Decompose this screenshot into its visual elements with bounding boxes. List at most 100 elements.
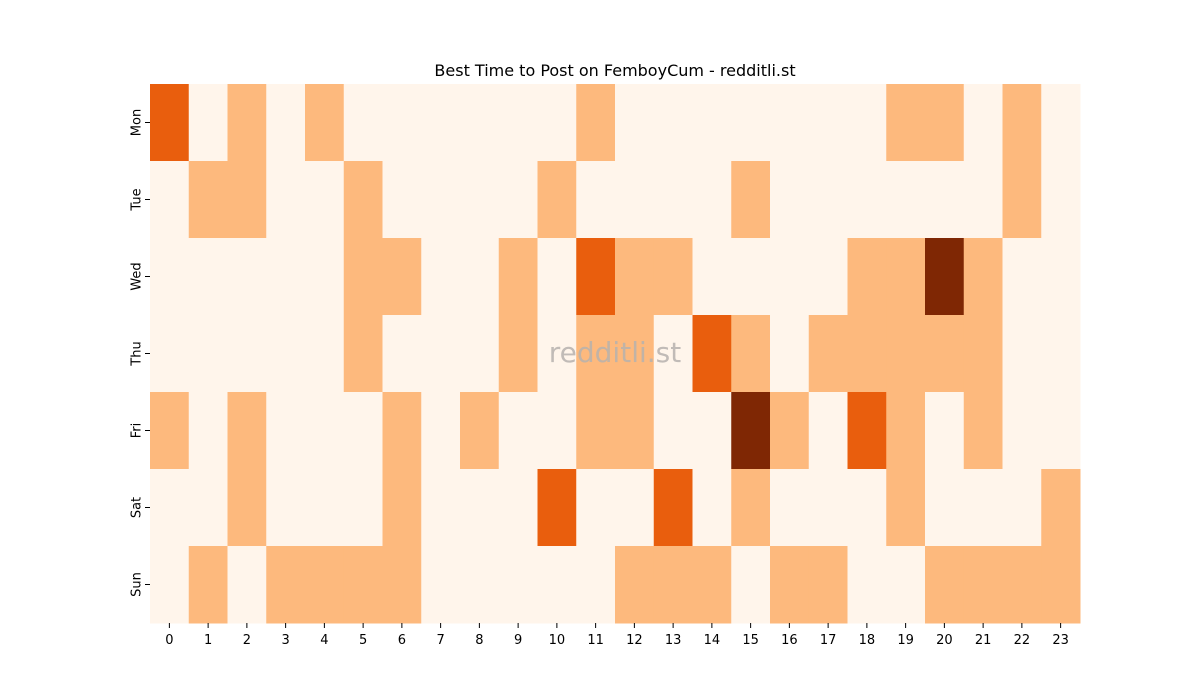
heatmap-cell-sat-2 — [227, 469, 267, 547]
heatmap-cell-fri-21 — [963, 392, 1003, 470]
heatmap-cell-tue-10 — [537, 161, 577, 239]
heatmap-cell-mon-3 — [266, 84, 306, 162]
heatmap-cell-fri-16 — [770, 392, 810, 470]
heatmap-cell-thu-19 — [886, 315, 926, 393]
heatmap-cell-sat-21 — [963, 469, 1003, 547]
x-tick-label: 22 — [1014, 633, 1031, 648]
heatmap-cell-wed-0 — [150, 238, 190, 316]
heatmap-cell-sat-20 — [925, 469, 965, 547]
heatmap-cell-sat-14 — [692, 469, 732, 547]
heatmap-cell-sat-9 — [498, 469, 538, 547]
y-tick-label: Fri — [130, 423, 145, 439]
heatmap-cell-wed-3 — [266, 238, 306, 316]
heatmap-cell-thu-1 — [188, 315, 228, 393]
heatmap-cell-thu-13 — [653, 315, 693, 393]
heatmap-cell-thu-9 — [498, 315, 538, 393]
heatmap-cell-wed-17 — [808, 238, 848, 316]
y-tick-label: Thu — [130, 341, 145, 366]
heatmap-cell-thu-22 — [1002, 315, 1042, 393]
heatmap-cell-sat-12 — [615, 469, 655, 547]
heatmap-cell-mon-0 — [150, 84, 190, 162]
x-tick-label: 1 — [204, 633, 212, 648]
heatmap-cell-thu-7 — [421, 315, 461, 393]
heatmap-cell-tue-3 — [266, 161, 306, 239]
x-tick-label: 23 — [1052, 633, 1069, 648]
heatmap-cell-sun-6 — [382, 546, 422, 624]
heatmap-cell-tue-5 — [343, 161, 383, 239]
heatmap-cell-wed-12 — [615, 238, 655, 316]
heatmap-cell-sat-4 — [305, 469, 345, 547]
heatmap-cell-tue-16 — [770, 161, 810, 239]
heatmap-cell-wed-18 — [847, 238, 887, 316]
heatmap-cell-tue-14 — [692, 161, 732, 239]
heatmap-cell-fri-18 — [847, 392, 887, 470]
heatmap-cell-fri-6 — [382, 392, 422, 470]
heatmap-cell-sat-17 — [808, 469, 848, 547]
heatmap-cell-thu-14 — [692, 315, 732, 393]
heatmap-cell-sun-16 — [770, 546, 810, 624]
heatmap-cell-sat-0 — [150, 469, 190, 547]
heatmap-cell-wed-11 — [576, 238, 616, 316]
heatmap-cell-sun-3 — [266, 546, 306, 624]
x-tick-label: 14 — [704, 633, 721, 648]
heatmap-cell-tue-23 — [1041, 161, 1081, 239]
heatmap-cell-mon-10 — [537, 84, 577, 162]
heatmap-cell-wed-21 — [963, 238, 1003, 316]
heatmap-cell-thu-5 — [343, 315, 383, 393]
heatmap-cell-fri-11 — [576, 392, 616, 470]
x-tick-label: 21 — [975, 633, 992, 648]
heatmap-cell-fri-4 — [305, 392, 345, 470]
heatmap-cell-mon-2 — [227, 84, 267, 162]
heatmap-cell-sat-22 — [1002, 469, 1042, 547]
heatmap-cell-tue-8 — [460, 161, 500, 239]
heatmap-cell-wed-23 — [1041, 238, 1081, 316]
heatmap-cell-sat-10 — [537, 469, 577, 547]
heatmap-cell-wed-6 — [382, 238, 422, 316]
heatmap-cell-wed-13 — [653, 238, 693, 316]
heatmap-cell-thu-11 — [576, 315, 616, 393]
heatmap-cell-tue-20 — [925, 161, 965, 239]
heatmap-cell-mon-16 — [770, 84, 810, 162]
heatmap-cell-sat-16 — [770, 469, 810, 547]
heatmap-cell-sat-1 — [188, 469, 228, 547]
x-tick-label: 12 — [626, 633, 643, 648]
heatmap-cell-mon-9 — [498, 84, 538, 162]
heatmap-cell-sun-9 — [498, 546, 538, 624]
heatmap-cell-sun-22 — [1002, 546, 1042, 624]
x-tick-label: 7 — [436, 633, 444, 648]
heatmap-cell-tue-22 — [1002, 161, 1042, 239]
heatmap-cell-thu-17 — [808, 315, 848, 393]
x-tick-label: 13 — [665, 633, 682, 648]
heatmap-cell-sat-11 — [576, 469, 616, 547]
heatmap-cell-fri-7 — [421, 392, 461, 470]
heatmap-cell-thu-16 — [770, 315, 810, 393]
heatmap-cell-sat-19 — [886, 469, 926, 547]
heatmap-cell-thu-15 — [731, 315, 771, 393]
heatmap-cell-fri-23 — [1041, 392, 1081, 470]
x-tick-label: 8 — [475, 633, 483, 648]
heatmap-cell-tue-1 — [188, 161, 228, 239]
heatmap-cell-fri-22 — [1002, 392, 1042, 470]
heatmap-cell-sat-13 — [653, 469, 693, 547]
heatmap-cell-sun-8 — [460, 546, 500, 624]
heatmap-cell-mon-4 — [305, 84, 345, 162]
heatmap-cell-tue-0 — [150, 161, 190, 239]
heatmap-cell-thu-6 — [382, 315, 422, 393]
heatmap-cell-wed-15 — [731, 238, 771, 316]
heatmap-cell-tue-15 — [731, 161, 771, 239]
heatmap-cell-sun-18 — [847, 546, 887, 624]
heatmap-cell-sun-4 — [305, 546, 345, 624]
heatmap-cell-fri-13 — [653, 392, 693, 470]
heatmap-cell-thu-4 — [305, 315, 345, 393]
heatmap-cell-sun-19 — [886, 546, 926, 624]
heatmap-cell-thu-10 — [537, 315, 577, 393]
heatmap-cell-tue-13 — [653, 161, 693, 239]
heatmap-cell-sun-13 — [653, 546, 693, 624]
heatmap-cell-thu-0 — [150, 315, 190, 393]
heatmap-cell-wed-10 — [537, 238, 577, 316]
heatmap-cell-tue-2 — [227, 161, 267, 239]
heatmap-cell-mon-1 — [188, 84, 228, 162]
heatmap-cell-fri-2 — [227, 392, 267, 470]
heatmap-cell-wed-19 — [886, 238, 926, 316]
